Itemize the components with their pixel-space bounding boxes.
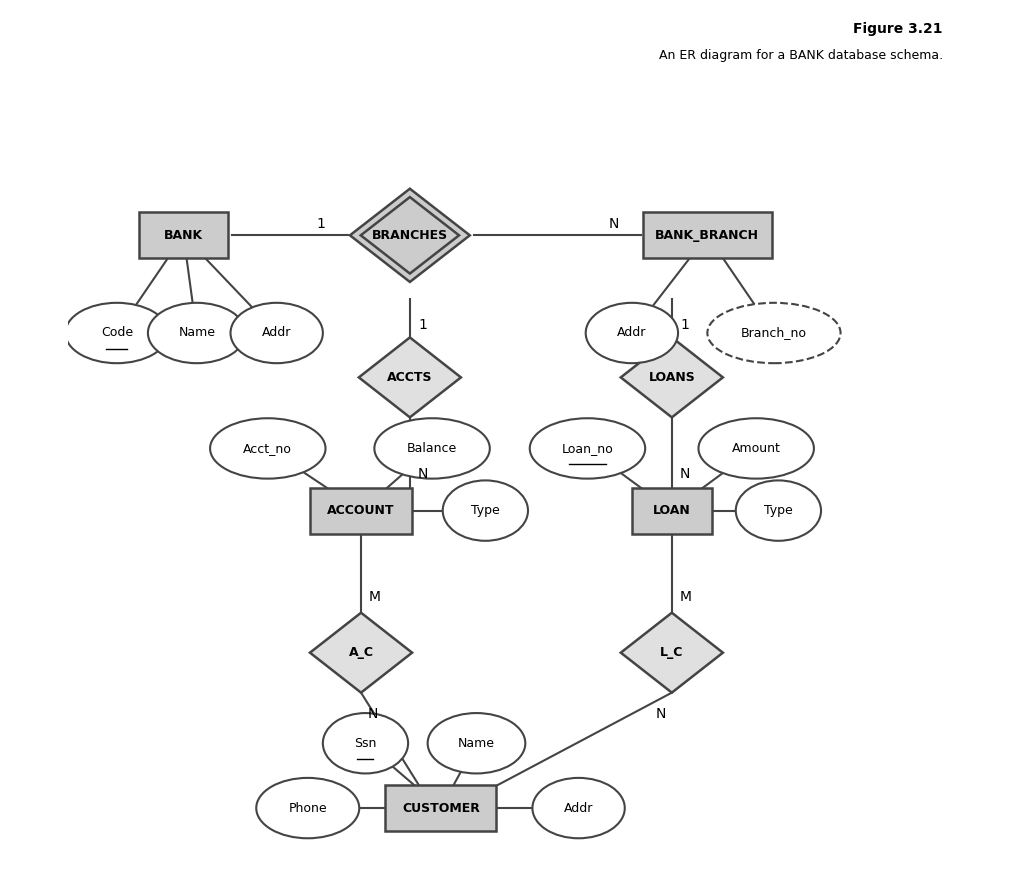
Text: M: M (369, 590, 380, 604)
Text: ACCOUNT: ACCOUNT (328, 504, 395, 517)
Ellipse shape (375, 418, 489, 479)
Text: N: N (418, 467, 428, 481)
Text: Addr: Addr (262, 327, 292, 339)
FancyBboxPatch shape (632, 488, 712, 534)
Text: Addr: Addr (564, 802, 593, 814)
Text: LOANS: LOANS (648, 371, 695, 384)
Text: BANK_BRANCH: BANK_BRANCH (655, 229, 760, 242)
Text: Phone: Phone (289, 802, 327, 814)
Text: N: N (680, 467, 690, 481)
Polygon shape (621, 337, 723, 417)
Polygon shape (358, 337, 461, 417)
Text: Type: Type (471, 504, 500, 517)
Text: Name: Name (178, 327, 215, 339)
Ellipse shape (586, 303, 678, 363)
Ellipse shape (256, 778, 359, 838)
Ellipse shape (230, 303, 323, 363)
FancyBboxPatch shape (310, 488, 412, 534)
Text: Addr: Addr (617, 327, 646, 339)
Text: Amount: Amount (732, 442, 780, 455)
Ellipse shape (66, 303, 168, 363)
Text: Acct_no: Acct_no (244, 442, 292, 455)
Text: Name: Name (458, 737, 495, 749)
Text: M: M (679, 590, 691, 604)
Ellipse shape (323, 713, 409, 773)
FancyBboxPatch shape (139, 212, 227, 258)
Ellipse shape (428, 713, 525, 773)
Text: Balance: Balance (407, 442, 457, 455)
Text: N: N (609, 217, 620, 231)
Text: Ssn: Ssn (354, 737, 377, 749)
Text: Type: Type (764, 504, 793, 517)
FancyBboxPatch shape (385, 785, 497, 831)
Text: L_C: L_C (660, 646, 684, 659)
Text: A_C: A_C (348, 646, 374, 659)
Text: Branch_no: Branch_no (741, 327, 807, 339)
Text: 1: 1 (316, 217, 326, 231)
Ellipse shape (736, 480, 821, 541)
Text: ACCTS: ACCTS (387, 371, 432, 384)
Text: 1: 1 (419, 318, 428, 332)
Text: Figure 3.21: Figure 3.21 (853, 22, 943, 36)
Text: N: N (368, 707, 378, 721)
Text: BANK: BANK (164, 229, 203, 242)
Ellipse shape (698, 418, 814, 479)
Text: LOAN: LOAN (653, 504, 691, 517)
Text: An ER diagram for a BANK database schema.: An ER diagram for a BANK database schema… (658, 49, 943, 62)
Text: Loan_no: Loan_no (561, 442, 613, 455)
Ellipse shape (210, 418, 326, 479)
Polygon shape (350, 189, 470, 282)
Text: Code: Code (100, 327, 133, 339)
Polygon shape (310, 613, 412, 693)
Text: N: N (656, 707, 667, 721)
Ellipse shape (147, 303, 246, 363)
Polygon shape (621, 613, 723, 693)
Text: BRANCHES: BRANCHES (372, 229, 447, 242)
Ellipse shape (708, 303, 841, 363)
Text: 1: 1 (681, 318, 689, 332)
Ellipse shape (442, 480, 528, 541)
FancyBboxPatch shape (643, 212, 772, 258)
Ellipse shape (529, 418, 645, 479)
Ellipse shape (532, 778, 625, 838)
Text: CUSTOMER: CUSTOMER (402, 802, 480, 814)
